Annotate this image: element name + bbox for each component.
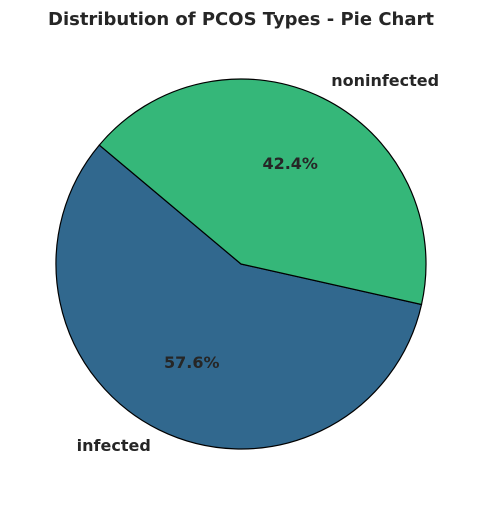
chart-title: Distribution of PCOS Types - Pie Chart [48, 9, 434, 30]
slice-infected [55, 144, 423, 450]
slice-noninfected [98, 78, 427, 306]
pie-slices [55, 78, 427, 450]
pct-label-infected: 57.6% [164, 353, 220, 372]
pie-labels: infected 57.6% noninfected 42.4% [77, 71, 439, 455]
label-infected: infected [77, 436, 151, 455]
pct-label-noninfected: 42.4% [262, 154, 318, 173]
label-noninfected: noninfected [331, 71, 439, 90]
